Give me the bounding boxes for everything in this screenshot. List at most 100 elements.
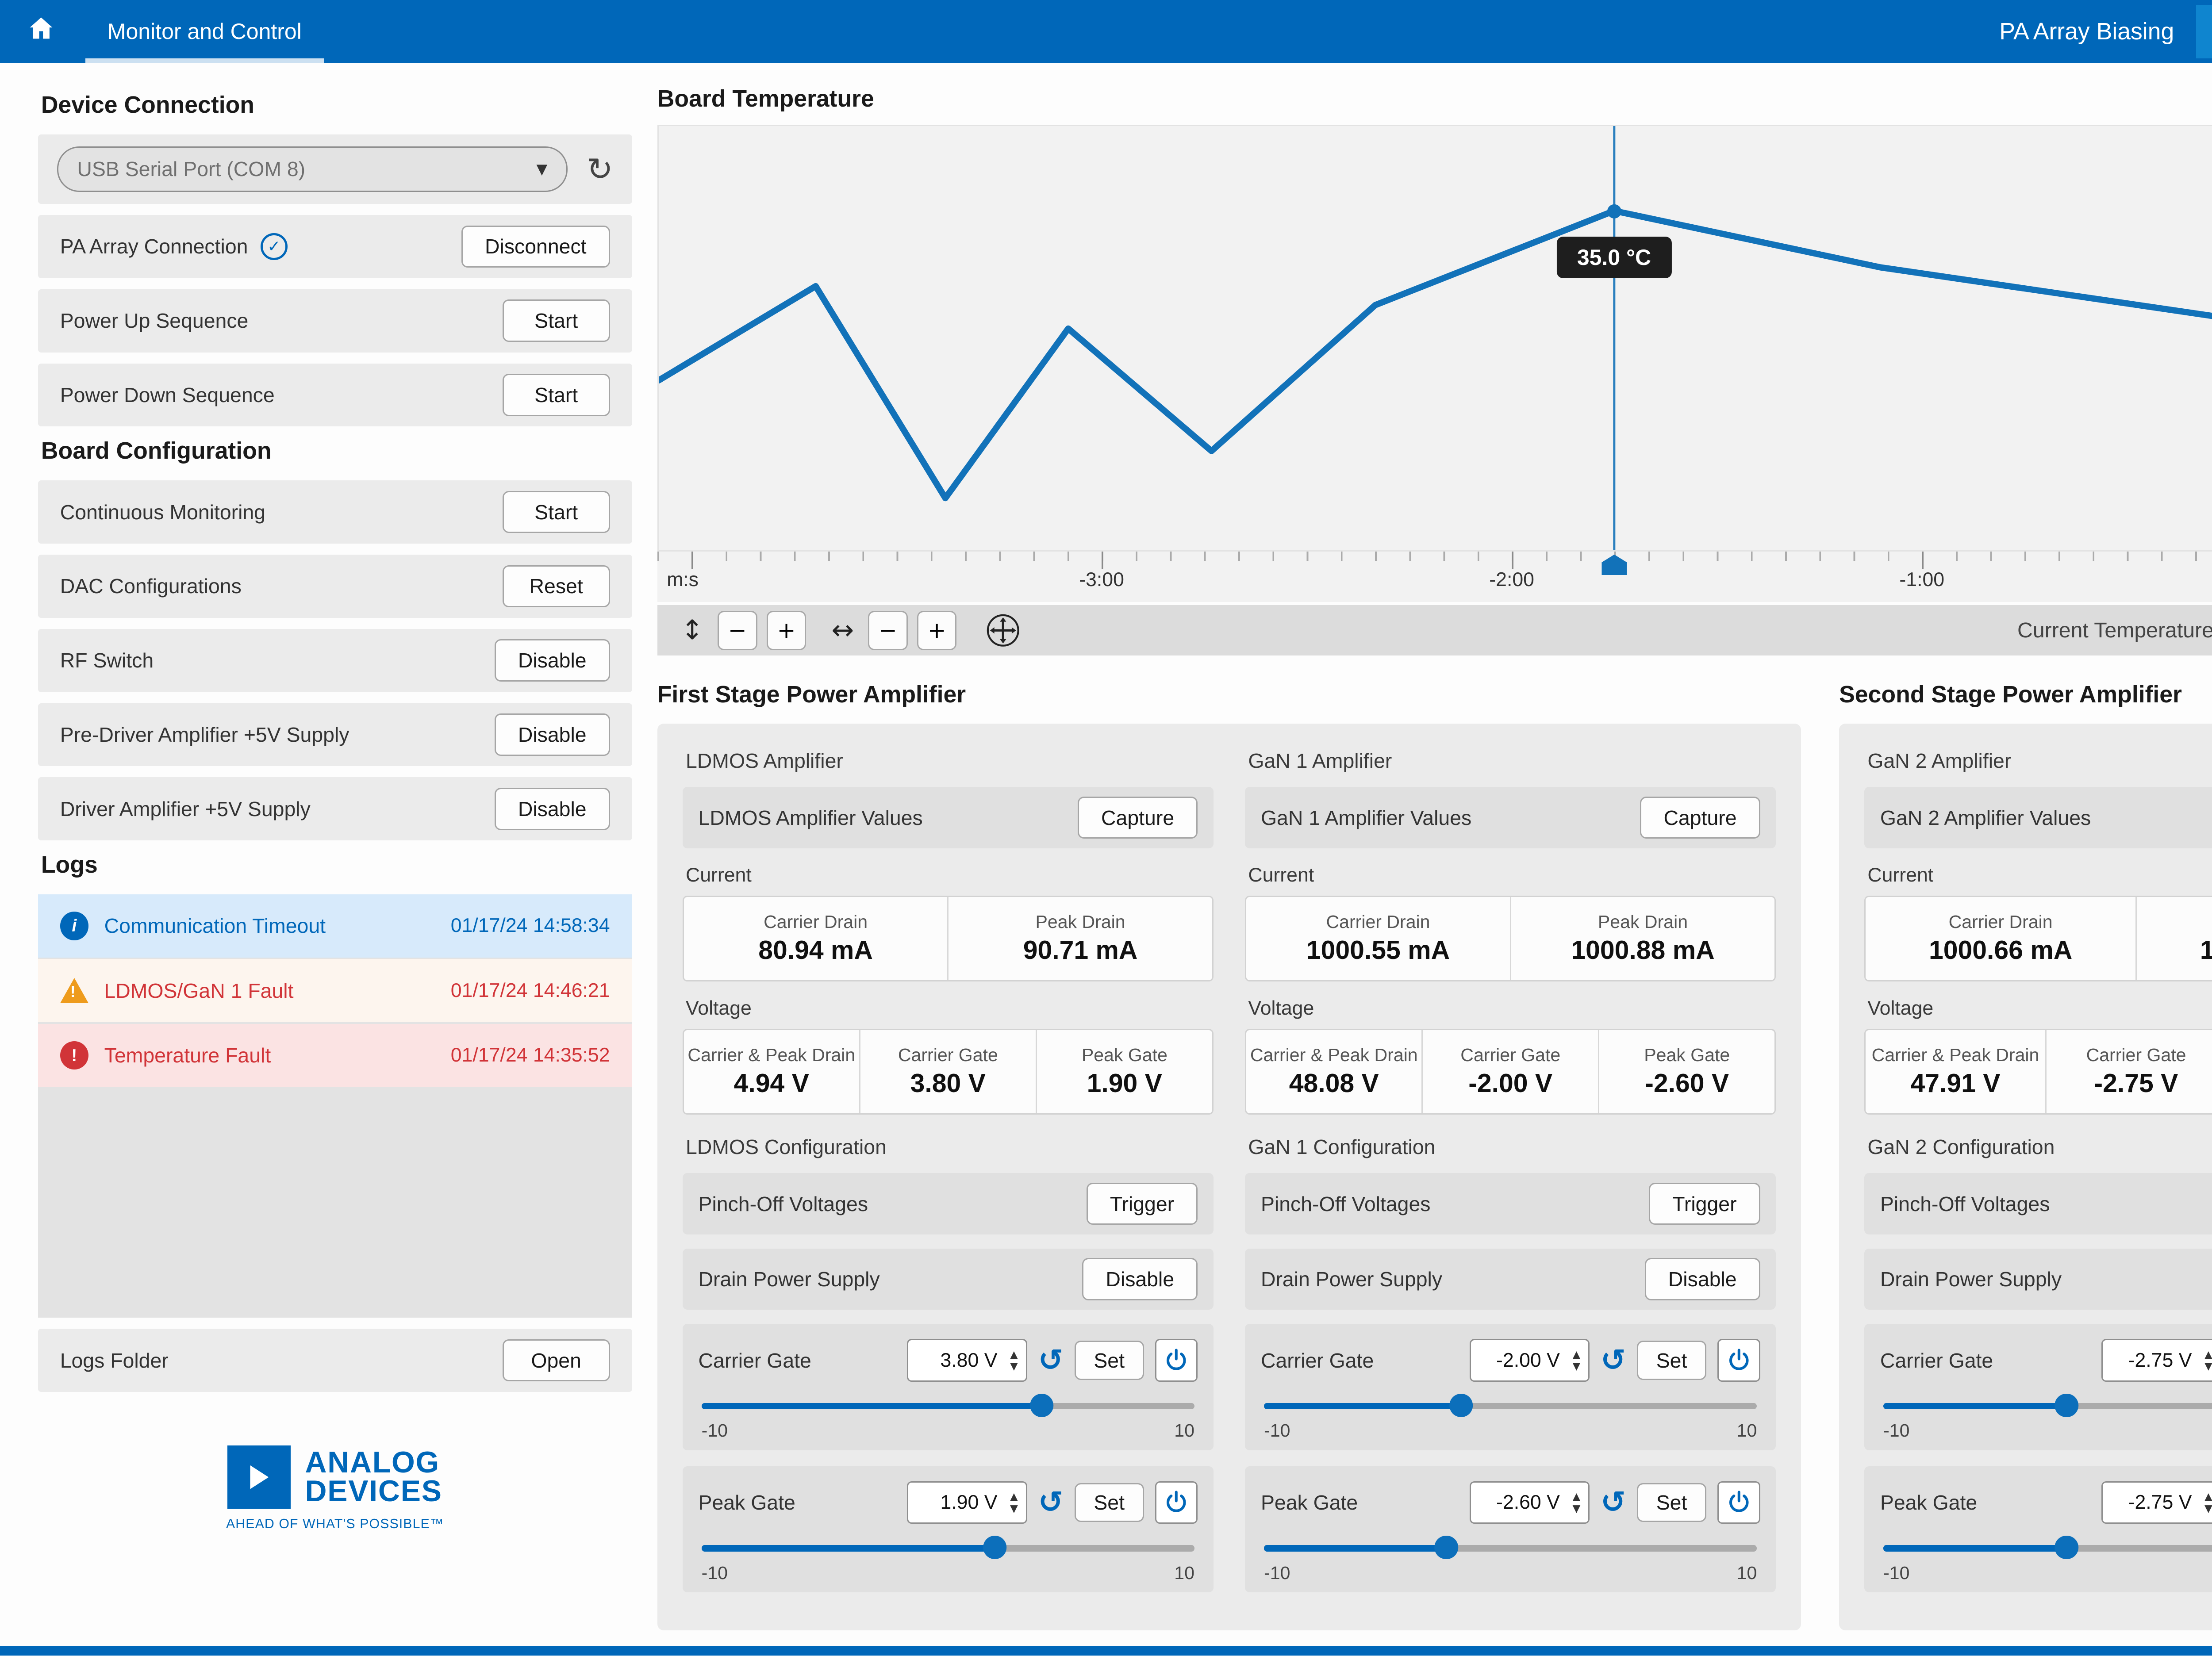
power-icon — [1729, 1349, 1749, 1370]
disconnect-button[interactable]: Disconnect — [461, 225, 610, 268]
spinner-up-icon[interactable]: ▲ — [1010, 1490, 1018, 1503]
amplifier-values-label: GaN 2 Amplifier Values — [1880, 806, 2091, 829]
power-up-start-button[interactable]: Start — [502, 299, 610, 342]
horizontal-zoom-in-button[interactable]: + — [917, 610, 957, 650]
gate-label: Peak Gate — [1880, 1491, 1978, 1514]
capture-button[interactable]: Capture — [1640, 796, 1760, 839]
time-cursor-thumb[interactable] — [1601, 554, 1627, 575]
spinner-down-icon[interactable]: ▼ — [2204, 1360, 2212, 1372]
undo-icon[interactable]: ↺ — [1601, 1342, 1626, 1378]
power-toggle-button[interactable] — [1155, 1481, 1198, 1524]
spinner-down-icon[interactable]: ▼ — [1010, 1360, 1018, 1372]
slider-max-label: 10 — [1736, 1562, 1757, 1583]
power-toggle-button[interactable] — [1155, 1339, 1198, 1382]
gan1-amplifier-column: GaN 1 Amplifier GaN 1 Amplifier Values C… — [1245, 746, 1776, 1608]
pan-icon — [987, 614, 1020, 647]
spinner-down-icon[interactable]: ▼ — [2204, 1502, 2212, 1514]
gate-slider[interactable] — [1264, 1533, 1757, 1561]
vertical-zoom-in-button[interactable]: + — [766, 610, 806, 650]
home-button[interactable] — [0, 0, 82, 63]
slider-thumb[interactable] — [983, 1535, 1007, 1560]
adi-logo-icon — [227, 1445, 291, 1509]
device-connection-heading: Device Connection — [41, 92, 255, 119]
slider-thumb[interactable] — [2055, 1535, 2079, 1560]
gate-slider[interactable] — [701, 1533, 1194, 1561]
gate-value-spinner[interactable]: 1.90 V ▲ ▼ — [907, 1481, 1027, 1524]
warning-icon — [60, 978, 88, 1004]
spinner-up-icon[interactable]: ▲ — [1572, 1490, 1581, 1503]
tab-monitor-and-control[interactable]: Monitor and Control — [82, 0, 327, 63]
pinch-off-voltages-row: Pinch-Off Voltages Trigger — [682, 1173, 1214, 1234]
gate-slider[interactable] — [1883, 1533, 2212, 1561]
set-button[interactable]: Set — [1637, 1341, 1707, 1380]
trigger-button[interactable]: Trigger — [1086, 1182, 1198, 1225]
drain-supply-disable-button[interactable]: Disable — [1082, 1258, 1198, 1300]
gate-value-spinner[interactable]: -2.75 V ▲ ▼ — [2101, 1339, 2212, 1382]
logs-folder-open-button[interactable]: Open — [502, 1339, 610, 1382]
carrier-peak-drain-voltage-cell: Carrier & Peak Drain 47.91 V — [1866, 1030, 2047, 1113]
log-entry-temperature-fault[interactable]: ! Temperature Fault 01/17/24 14:35:52 — [38, 1024, 632, 1087]
pan-button[interactable] — [982, 609, 1024, 652]
continuous-monitoring-row: Continuous Monitoring Start — [38, 480, 632, 544]
drain-supply-disable-button[interactable]: Disable — [1644, 1258, 1760, 1300]
gate-value-spinner[interactable]: 3.80 V ▲ ▼ — [907, 1339, 1027, 1382]
refresh-ports-icon[interactable]: ↻ — [586, 150, 613, 188]
log-entry-ldmos-gan1-fault[interactable]: LDMOS/GaN 1 Fault 01/17/24 14:46:21 — [38, 959, 632, 1023]
slider-thumb[interactable] — [1449, 1393, 1473, 1418]
trigger-button[interactable]: Trigger — [1649, 1182, 1760, 1225]
amplifier-values-row: GaN 1 Amplifier Values Capture — [1245, 787, 1776, 848]
undo-icon[interactable]: ↺ — [1038, 1342, 1064, 1378]
horizontal-zoom-icon[interactable]: ↔ — [831, 614, 854, 646]
spinner-down-icon[interactable]: ▼ — [1572, 1360, 1581, 1372]
log-entry-communication-timeout[interactable]: i Communication Timeout 01/17/24 14:58:3… — [38, 894, 632, 958]
spinner-down-icon[interactable]: ▼ — [1572, 1502, 1581, 1514]
set-button[interactable]: Set — [1637, 1483, 1707, 1522]
undo-icon[interactable]: ↺ — [1601, 1485, 1626, 1520]
current-values-box: Carrier Drain 80.94 mA Peak Drain 90.71 … — [682, 895, 1214, 981]
gate-value-spinner[interactable]: -2.60 V ▲ ▼ — [1469, 1481, 1590, 1524]
power-toggle-button[interactable] — [1717, 1339, 1760, 1382]
x-axis-unit-label: m:s — [667, 568, 699, 590]
spinner-down-icon[interactable]: ▼ — [1010, 1502, 1018, 1514]
horizontal-zoom-out-button[interactable]: − — [868, 610, 908, 650]
gate-slider[interactable] — [1264, 1390, 1757, 1418]
capture-button[interactable]: Capture — [1078, 796, 1198, 839]
titlebar-right: PA Array Biasing − □ × — [1999, 0, 2212, 63]
rf-switch-disable-button[interactable]: Disable — [494, 639, 610, 682]
gate-value-spinner[interactable]: -2.00 V ▲ ▼ — [1469, 1339, 1590, 1382]
power-down-start-button[interactable]: Start — [502, 374, 610, 416]
vertical-zoom-out-button[interactable]: − — [718, 610, 757, 650]
spinner-up-icon[interactable]: ▲ — [2204, 1490, 2212, 1503]
carrier-peak-drain-voltage-cell: Carrier & Peak Drain 48.08 V — [1246, 1030, 1423, 1113]
set-button[interactable]: Set — [1074, 1341, 1144, 1380]
current-group-heading: Current — [1248, 864, 1314, 886]
pre-driver-disable-button[interactable]: Disable — [494, 713, 610, 756]
gate-slider[interactable] — [701, 1390, 1194, 1418]
gate-slider[interactable] — [1883, 1390, 2212, 1418]
spinner-up-icon[interactable]: ▲ — [2204, 1348, 2212, 1361]
undo-icon[interactable]: ↺ — [1038, 1485, 1064, 1520]
power-toggle-button[interactable] — [1717, 1481, 1760, 1524]
bottom-scrollbar[interactable] — [0, 1646, 2212, 1656]
continuous-monitoring-start-button[interactable]: Start — [502, 491, 610, 533]
vertical-zoom-icon[interactable]: ↕ — [681, 614, 704, 646]
chart-cursor-line[interactable] — [1613, 126, 1616, 550]
carrier-gate-voltage-cell: Carrier Gate 3.80 V — [860, 1030, 1037, 1113]
spinner-up-icon[interactable]: ▲ — [1572, 1348, 1581, 1361]
serial-port-dropdown[interactable]: USB Serial Port (COM 8) ▼ — [57, 146, 568, 192]
set-button[interactable]: Set — [1074, 1483, 1144, 1522]
amplifier-title: GaN 2 Amplifier — [1867, 749, 2012, 773]
slider-thumb[interactable] — [2055, 1393, 2079, 1418]
slider-min-label: -10 — [1264, 1562, 1290, 1583]
carrier-gate-control: Carrier Gate -2.00 V ▲ ▼ ↺ Set — [1245, 1324, 1776, 1451]
temperature-plot[interactable]: 35.0 °C — [657, 125, 2212, 552]
dac-reset-button[interactable]: Reset — [502, 565, 610, 608]
driver-disable-button[interactable]: Disable — [494, 788, 610, 830]
logs-heading: Logs — [41, 852, 98, 878]
tab-label: Monitor and Control — [107, 19, 302, 44]
spinner-up-icon[interactable]: ▲ — [1010, 1348, 1018, 1361]
slider-thumb[interactable] — [1029, 1393, 1054, 1418]
slider-thumb[interactable] — [1434, 1535, 1459, 1560]
gate-value-spinner[interactable]: -2.75 V ▲ ▼ — [2101, 1481, 2212, 1524]
amplifier-values-label: GaN 1 Amplifier Values — [1260, 806, 1472, 829]
